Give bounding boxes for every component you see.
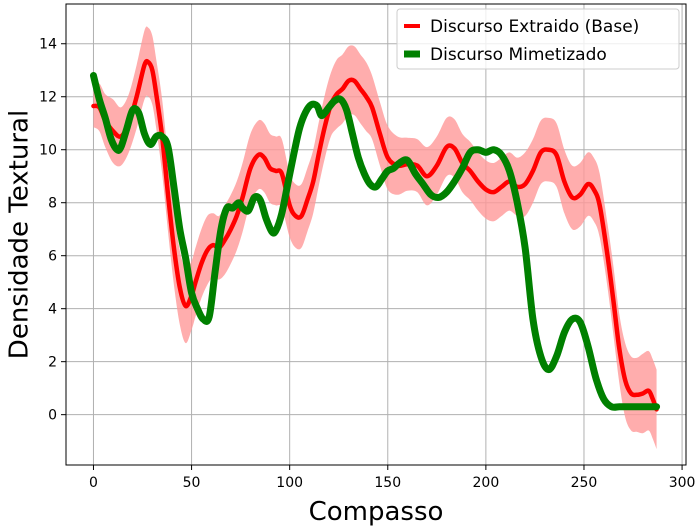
y-tick-label: 4 xyxy=(48,302,57,318)
grid xyxy=(66,4,686,465)
x-tick-label: 200 xyxy=(473,475,500,491)
x-tick-label: 50 xyxy=(183,475,201,491)
x-axis-label: Compasso xyxy=(309,497,444,526)
y-tick-label: 2 xyxy=(48,355,57,371)
axis-ticks: 0 50 100 150 200 250 300 0 2 4 6 8 10 12 14 xyxy=(39,37,695,491)
y-tick-label: 6 xyxy=(48,249,57,265)
legend-label-base: Discurso Extraido (Base) xyxy=(430,17,639,37)
y-tick-label: 8 xyxy=(48,196,57,212)
y-tick-label: 10 xyxy=(39,143,57,159)
y-tick-label: 0 xyxy=(48,408,57,424)
y-tick-label: 12 xyxy=(39,90,57,106)
x-tick-label: 250 xyxy=(571,475,598,491)
series-lines xyxy=(89,58,661,412)
x-tick-label: 150 xyxy=(374,475,401,491)
legend: Discurso Extraido (Base) Discurso Mimeti… xyxy=(396,8,680,70)
series-line xyxy=(91,58,659,412)
series-line xyxy=(89,72,661,411)
legend-label-mimetizado: Discurso Mimetizado xyxy=(430,45,607,65)
y-axis-label: Densidade Textural xyxy=(5,110,35,359)
legend-box xyxy=(396,8,680,70)
x-tick-label: 300 xyxy=(669,475,696,491)
x-tick-label: 100 xyxy=(276,475,303,491)
x-tick-label: 0 xyxy=(89,475,98,491)
plot-frame xyxy=(65,3,687,466)
y-tick-label: 14 xyxy=(39,37,57,53)
